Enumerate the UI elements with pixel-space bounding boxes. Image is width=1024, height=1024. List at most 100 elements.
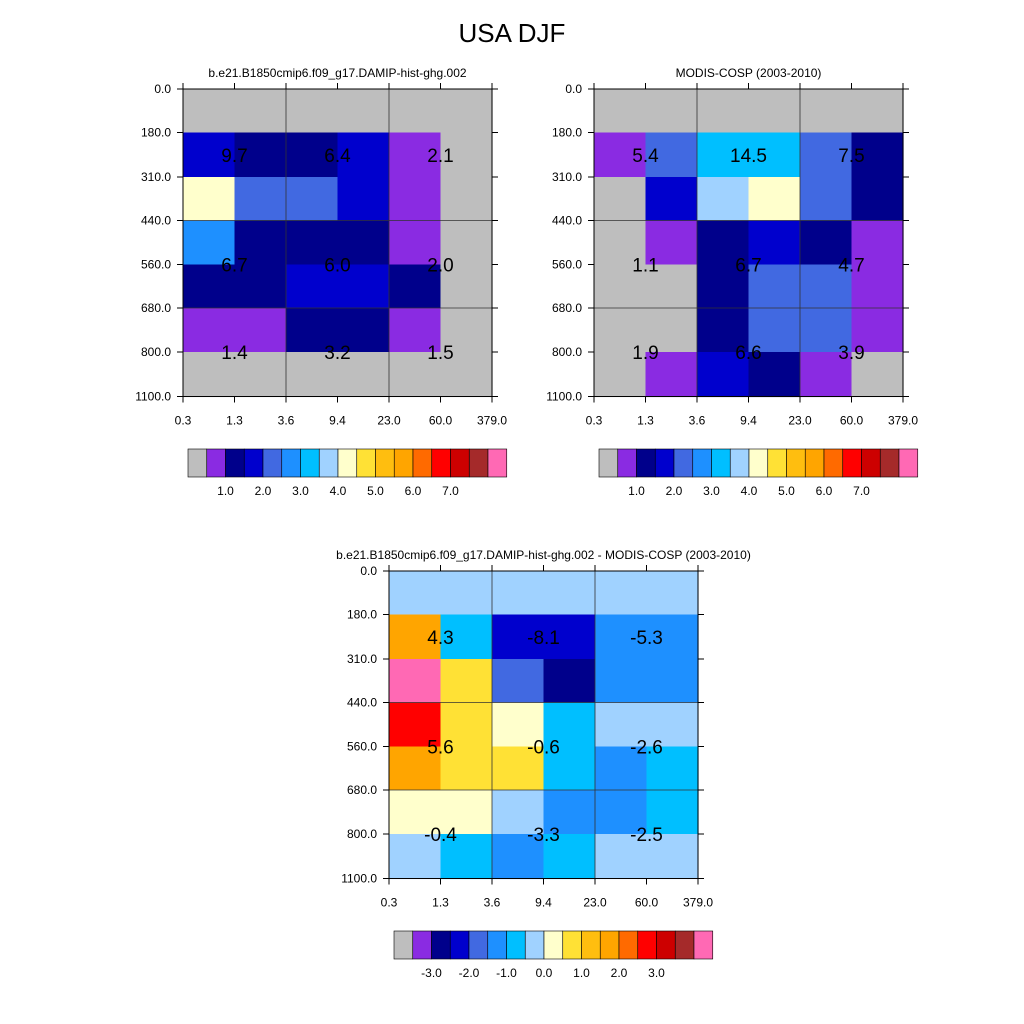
x-tick-label: 0.3 <box>381 896 398 910</box>
heatmap-cell <box>389 746 442 791</box>
heatmap-cell <box>851 352 904 398</box>
x-tick-label: 0.3 <box>586 414 603 428</box>
heatmap-cell <box>594 89 647 134</box>
colorbar-label: 3.0 <box>703 484 720 498</box>
x-tick-label: 23.0 <box>788 414 812 428</box>
heatmap-cell <box>543 659 596 704</box>
colorbar-label: 7.0 <box>442 484 459 498</box>
x-tick-label: 9.4 <box>740 414 757 428</box>
colorbar-swatch <box>243 448 264 478</box>
colorbar-label: 1.0 <box>628 484 645 498</box>
colorbar-label: -1.0 <box>496 966 517 980</box>
heatmap-cell <box>646 659 699 704</box>
data-label: 4.7 <box>838 256 864 277</box>
data-label: 6.7 <box>735 256 761 277</box>
data-label: 14.5 <box>730 146 767 167</box>
colorbar-swatch <box>206 448 226 478</box>
colorbar-swatch <box>618 930 639 960</box>
colorbar-swatch <box>543 930 564 960</box>
heatmap-cell <box>594 177 647 222</box>
colorbar-label: 4.0 <box>741 484 758 498</box>
data-label: -0.4 <box>424 825 457 846</box>
heatmap-cell <box>440 352 493 398</box>
colorbar-label: 5.0 <box>367 484 384 498</box>
heatmap-cell <box>851 308 904 353</box>
heatmap-cell <box>645 132 698 178</box>
colorbar-swatch <box>281 448 301 478</box>
heatmap-cell <box>440 132 493 178</box>
colorbar-swatch <box>318 448 339 478</box>
y-tick-label: 1100.0 <box>135 390 171 404</box>
heatmap-cell <box>851 89 904 134</box>
colorbar-label: 1.0 <box>573 966 590 980</box>
x-tick-label: 3.6 <box>689 414 706 428</box>
heatmap-cell <box>286 308 339 353</box>
heatmap-cell <box>337 220 390 266</box>
colorbar-swatch <box>748 448 769 478</box>
y-tick-label: 800.0 <box>347 827 377 841</box>
heatmap-cell <box>748 132 801 178</box>
heatmap-cell <box>440 177 493 222</box>
heatmap-cell <box>183 89 236 134</box>
heatmap-cell <box>234 264 287 309</box>
heatmap-cell <box>286 264 339 309</box>
heatmap-cell <box>645 220 698 266</box>
heatmap-cell <box>440 614 493 660</box>
colorbar-swatch <box>786 448 806 478</box>
heatmap-cell <box>389 264 442 309</box>
colorbar-swatch <box>637 930 657 960</box>
heatmap-cell <box>389 220 442 266</box>
x-tick-label: 9.4 <box>329 414 346 428</box>
heatmap-cell <box>697 352 750 398</box>
colorbar-swatch <box>581 930 601 960</box>
heatmap-cell <box>697 132 750 178</box>
colorbar-swatch <box>654 448 675 478</box>
data-label: 6.0 <box>324 256 350 277</box>
x-tick-label: 1.3 <box>226 414 243 428</box>
data-label: 1.1 <box>632 256 658 277</box>
data-label: 3.9 <box>838 343 864 364</box>
colorbar-swatch <box>375 448 395 478</box>
data-label: 3.2 <box>324 343 350 364</box>
colorbar-label: -2.0 <box>459 966 480 980</box>
data-label: -8.1 <box>527 628 560 649</box>
heatmap-cell <box>440 89 493 134</box>
colorbar-swatch <box>468 448 489 478</box>
colorbar-swatch <box>617 448 637 478</box>
heatmap-panel-modis: MODIS-COSP (2003-2010) 0.0 180.0 310.0 440.0… <box>546 66 918 498</box>
colorbar-swatch <box>656 930 676 960</box>
y-tick-label: 310.0 <box>141 170 171 184</box>
heatmap-cell <box>594 308 647 353</box>
colorbar-swatch <box>356 448 376 478</box>
colorbar-swatch <box>431 448 451 478</box>
colorbar-swatch <box>487 448 508 478</box>
heatmap-cell <box>748 177 801 222</box>
heatmap-cell <box>440 702 493 748</box>
heatmap-cell <box>594 264 647 309</box>
data-label: -2.5 <box>630 825 663 846</box>
colorbar-label: 2.0 <box>611 966 628 980</box>
data-label: 1.9 <box>632 343 658 364</box>
heatmap-cell <box>697 220 750 266</box>
heatmap-cell <box>183 352 236 398</box>
colorbar-swatch <box>393 448 414 478</box>
heatmap-cell <box>440 308 493 353</box>
colorbar-swatch <box>450 448 470 478</box>
x-tick-label: 23.0 <box>583 896 607 910</box>
x-tick-label: 23.0 <box>377 414 401 428</box>
colorbar-label: 5.0 <box>778 484 795 498</box>
y-tick-label: 0.0 <box>154 82 171 96</box>
y-tick-label: 680.0 <box>347 783 377 797</box>
heatmap-cell <box>645 264 698 309</box>
y-tick-label: 0.0 <box>360 564 377 578</box>
heatmap-cell <box>595 702 648 748</box>
heatmap-cell <box>697 264 750 309</box>
heatmap-cell <box>646 702 699 748</box>
panel-title: b.e21.B1850cmip6.f09_g17.DAMIP-hist-ghg.… <box>336 548 751 562</box>
heatmap-cell <box>337 177 390 222</box>
heatmap-cell <box>234 352 287 398</box>
colorbar-label: 3.0 <box>648 966 665 980</box>
heatmap-cell <box>440 220 493 266</box>
heatmap-cell <box>748 308 801 353</box>
x-tick-label: 60.0 <box>635 896 659 910</box>
